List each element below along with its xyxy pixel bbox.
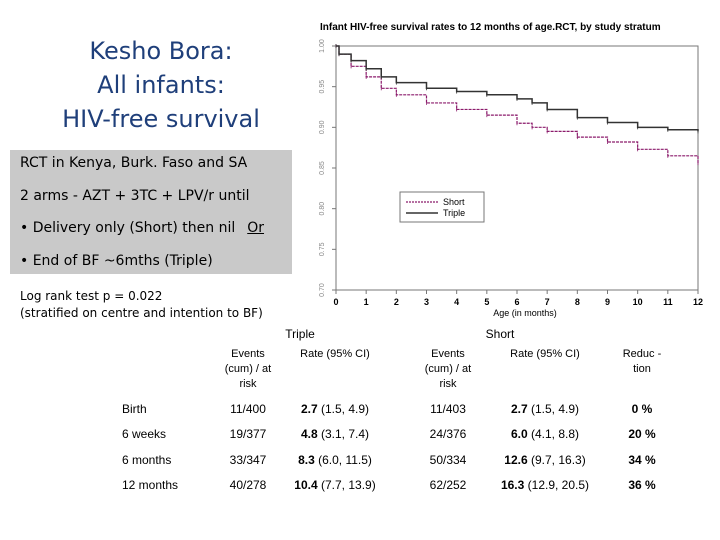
y-axis: 0.70 0.75 0.80 0.85 0.90 0.95 1.00 [319,39,336,297]
x-tick-label: 0 [333,297,338,307]
info-line-4: • End of BF ~6mths (Triple) [20,253,213,269]
cell-rate-triple: 2.7 (1.5, 4.9) [285,402,385,416]
x-tick-label: 7 [545,297,550,307]
legend-box [399,191,485,223]
y-tick-label: 0.70 [319,283,326,297]
legend-label-triple: Triple [443,208,465,218]
cell-events-triple: 40/278 [229,478,267,492]
cell-events-triple: 19/377 [229,427,267,441]
rate-ci: (7.7, 13.9) [321,478,376,492]
x-tick-label: 10 [633,297,643,307]
group-triple: Triple [285,327,315,341]
cell-rate-short: 6.0 (4.1, 8.8) [495,427,595,441]
rate-ci: (1.5, 4.9) [321,402,370,416]
plot-frame [335,45,699,291]
cell-rate-triple: 10.4 (7.7, 13.9) [285,478,385,492]
header-rate-short: Rate (95% CI) [510,348,580,360]
logrank-line-1: Log rank test p = 0.022 [20,289,163,303]
x-tick-label: 12 [693,297,703,307]
x-tick-label: 11 [663,297,673,307]
y-tick-label: 0.75 [319,242,326,256]
y-tick-label: 0.90 [319,120,326,134]
rate-value: 8.3 [298,453,315,467]
series-layer [335,44,699,166]
x-axis: 0 1 2 3 4 5 6 7 8 9 10 11 12 [333,290,703,307]
cell-rate-short: 12.6 (9.7, 16.3) [495,453,595,467]
y-tick-label: 0.95 [319,80,326,94]
row-label: Birth [122,402,147,416]
cell-rate-short: 2.7 (1.5, 4.9) [495,402,595,416]
group-short: Short [485,327,515,341]
x-tick-label: 6 [514,297,519,307]
rate-value: 2.7 [510,402,528,416]
legend: Short Triple [399,191,485,223]
y-tick-label: 1.00 [319,39,326,53]
rate-value: 10.4 [294,478,318,492]
x-tick-label: 9 [605,297,610,307]
y-tick-label: 0.85 [319,161,326,175]
rate-value: 12.6 [504,453,528,467]
x-tick-label: 8 [575,297,580,307]
rate-value: 2.7 [300,402,318,416]
legend-label-short: Short [443,197,465,207]
cell-rate-triple: 8.3 (6.0, 11.5) [285,453,385,467]
info-line-2: 2 arms - AZT + 3TC + LPV/r until [20,188,250,204]
cell-events-triple: 33/347 [229,453,267,467]
info-line-3: • Delivery only (Short) then nil Or [20,220,264,236]
x-tick-label: 4 [454,297,459,307]
title-line-1: Kesho Bora: [89,37,233,65]
rate-ci: (12.9, 20.5) [527,478,590,492]
x-axis-label: Age (in months) [493,308,557,318]
cell-rate-short: 16.3 (12.9, 20.5) [495,478,595,492]
cell-rate-triple: 4.8 (3.1, 7.4) [285,427,385,441]
x-tick-label: 3 [424,297,429,307]
rate-value: 4.8 [300,427,318,441]
rate-value: 16.3 [500,478,525,492]
cell-events-short: 11/403 [430,402,466,416]
short-arm-text: • Delivery only (Short) then nil [20,220,236,236]
x-tick-label: 5 [484,297,489,307]
cell-events-short: 50/334 [429,453,467,467]
row-label: 12 months [122,478,179,492]
rate-ci: (4.1, 8.8) [531,427,580,441]
logrank-text: Log rank test p = 0.022 (stratified on c… [20,288,263,322]
cell-reduction: 0 % [631,402,653,416]
y-tick-label: 0.80 [319,202,326,216]
header-reduction: Reduc -tion [622,348,662,375]
cell-events-short: 62/252 [429,478,467,492]
slide-title: Kesho Bora: All infants: HIV-free surviv… [20,34,302,136]
cell-reduction: 20 % [628,427,656,441]
x-tick-label: 1 [364,297,369,307]
cell-events-triple: 11/400 [230,402,266,416]
rate-ci: (1.5, 4.9) [531,402,580,416]
series-line-short [336,45,699,164]
survival-chart: Infant HIV-free survival rates to 12 mon… [319,22,703,318]
header-rate-triple: Rate (95% CI) [300,348,370,360]
row-label: 6 weeks [122,427,167,441]
rate-ci: (3.1, 7.4) [321,427,370,441]
header-events-short: Events (cum) / at risk [424,348,472,390]
or-word: Or [247,220,265,236]
row-label: 6 months [122,453,172,467]
rate-ci: (9.7, 16.3) [531,453,586,467]
x-tick-label: 2 [394,297,399,307]
study-info-box: RCT in Kenya, Burk. Faso and SA 2 arms -… [10,150,292,274]
chart-title: Infant HIV-free survival rates to 12 mon… [320,22,661,33]
rate-ci: (6.0, 11.5) [318,453,372,467]
rate-value: 6.0 [510,427,528,441]
title-line-2: All infants: [97,71,225,99]
title-line-3: HIV-free survival [62,105,260,133]
header-events-triple: Events (cum) / at risk [224,348,272,390]
info-line-1: RCT in Kenya, Burk. Faso and SA [20,155,248,171]
cell-events-short: 24/376 [429,427,467,441]
cell-reduction: 34 % [628,453,656,467]
cell-reduction: 36 % [628,478,656,492]
logrank-line-2: (stratified on centre and intention to B… [20,306,263,320]
